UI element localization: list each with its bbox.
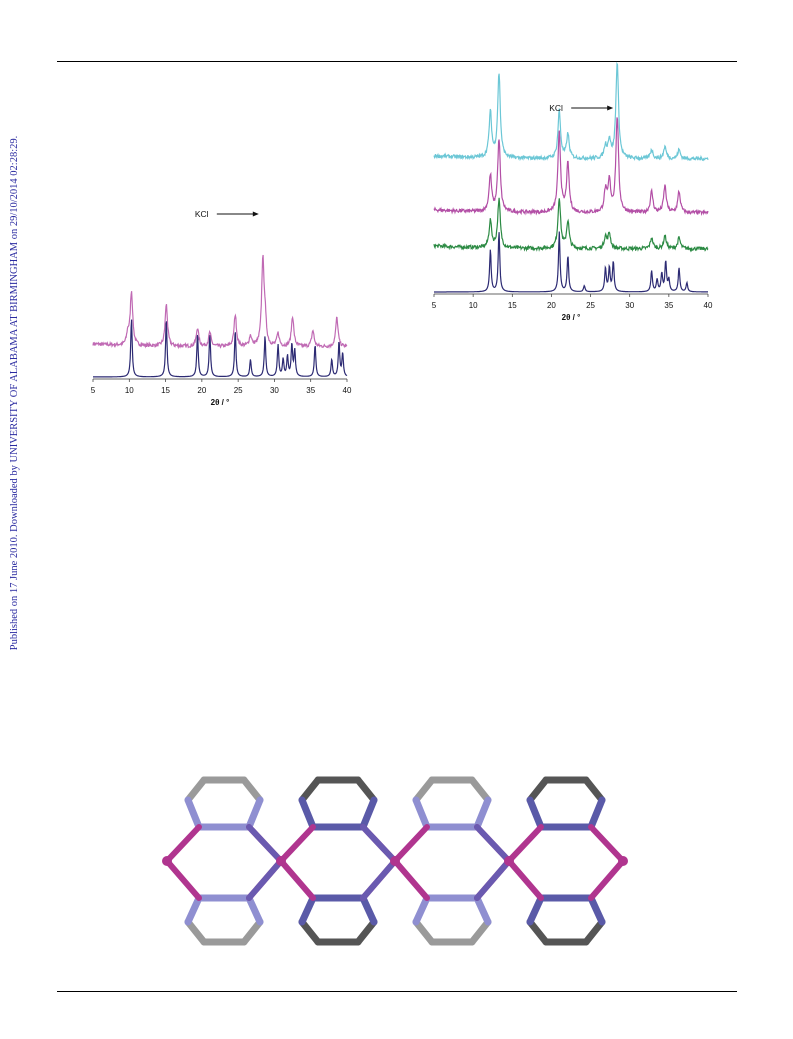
bond (392, 858, 430, 901)
bond (412, 776, 436, 804)
footer-rule (57, 991, 737, 992)
bond (164, 824, 202, 864)
metal-node (276, 856, 286, 866)
kcl-arrowhead (252, 211, 259, 217)
bond (474, 858, 512, 901)
pattern-simulated-0 (434, 231, 708, 293)
bond (354, 918, 378, 946)
pattern-experimental-3 (433, 61, 709, 162)
bond (278, 858, 316, 901)
header-rule (57, 61, 737, 62)
bond (412, 918, 436, 946)
bond (240, 776, 264, 804)
bond (392, 824, 430, 864)
x-tick-label: 30 (625, 301, 634, 310)
kcl-annotation: KCl (195, 209, 209, 219)
bond (245, 796, 264, 831)
pattern-simulated-0 (93, 319, 348, 378)
bond (359, 894, 378, 926)
bond (298, 918, 322, 946)
x-tick-label: 10 (469, 301, 478, 310)
x-tick-label: 40 (343, 386, 352, 395)
bond (360, 824, 398, 864)
bond (298, 894, 317, 926)
bond (184, 796, 203, 831)
bond (412, 796, 431, 831)
bond (412, 894, 431, 926)
bond (587, 894, 606, 926)
bond (246, 858, 284, 901)
x-tick-label: 35 (306, 386, 315, 395)
bond (164, 858, 202, 901)
bond (473, 894, 492, 926)
x-tick-label: 20 (197, 386, 206, 395)
bond (245, 894, 264, 926)
bond (468, 918, 492, 946)
x-tick-label: 25 (234, 386, 243, 395)
bond (473, 796, 492, 831)
x-tick-label: 5 (91, 386, 96, 395)
bond (298, 776, 322, 804)
bond (582, 776, 606, 804)
kcl-annotation: KCl (549, 103, 563, 113)
x-axis-label: 2θ / ° (211, 398, 230, 407)
x-tick-label: 5 (432, 301, 437, 310)
metal-node (390, 856, 400, 866)
bond (184, 776, 208, 804)
bond (582, 918, 606, 946)
bond (506, 858, 544, 901)
bond (588, 824, 626, 864)
bond (298, 796, 317, 831)
x-axis-label: 2θ / ° (562, 313, 581, 322)
x-tick-label: 40 (704, 301, 713, 310)
bond (526, 776, 550, 804)
bond (526, 796, 545, 831)
bond (246, 824, 284, 864)
bond (278, 824, 316, 864)
metal-node (162, 856, 172, 866)
x-tick-label: 10 (125, 386, 134, 395)
pattern-experimental-1 (433, 197, 709, 253)
bond (506, 824, 544, 864)
kcl-arrowhead (607, 105, 614, 111)
bond (184, 918, 208, 946)
x-tick-label: 20 (547, 301, 556, 310)
x-tick-label: 30 (270, 386, 279, 395)
metal-node (618, 856, 628, 866)
bond (587, 796, 606, 831)
bond (588, 858, 626, 901)
bond (184, 894, 203, 926)
bond (359, 796, 378, 831)
pattern-experimental-2 (433, 117, 709, 217)
bond (354, 776, 378, 804)
x-tick-label: 15 (161, 386, 170, 395)
pattern-experimental-1 (92, 254, 348, 350)
bond (240, 918, 264, 946)
bond (526, 894, 545, 926)
bond (474, 824, 512, 864)
metal-node (504, 856, 514, 866)
bond (468, 776, 492, 804)
bond (360, 858, 398, 901)
x-tick-label: 25 (586, 301, 595, 310)
x-tick-label: 15 (508, 301, 517, 310)
bond (526, 918, 550, 946)
x-tick-label: 35 (664, 301, 673, 310)
